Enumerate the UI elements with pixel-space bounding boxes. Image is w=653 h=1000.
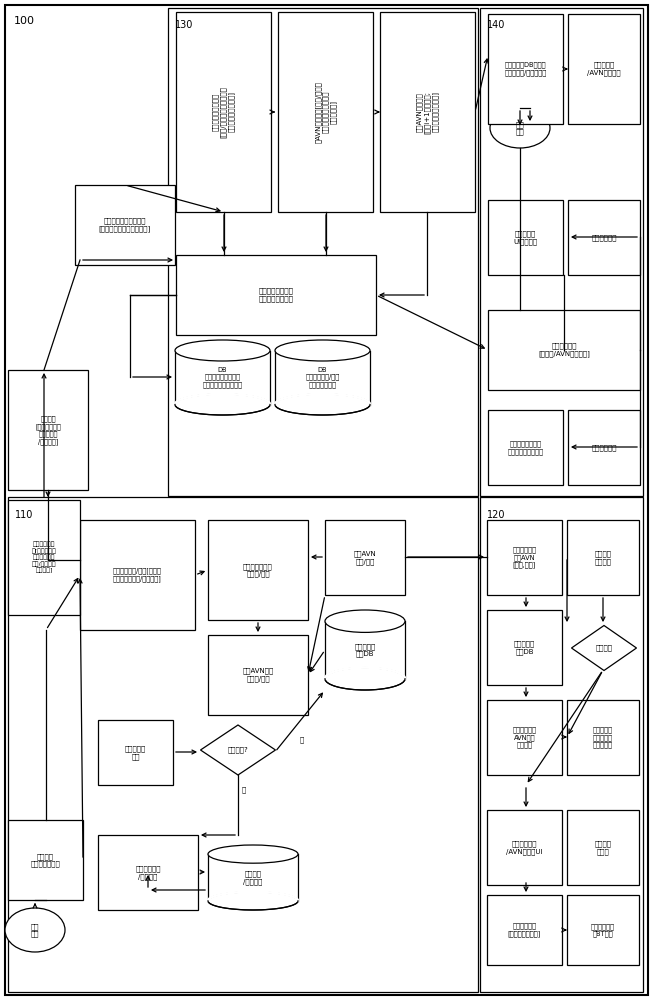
Text: 呈现信息: 呈现信息	[596, 645, 613, 651]
Text: 开始
授驾: 开始 授驾	[31, 923, 39, 937]
Bar	[480, 8, 643, 496]
Ellipse shape	[325, 668, 405, 690]
Text: 100: 100	[14, 16, 35, 26]
Bar	[487, 895, 562, 965]
Text: 创建权重
权重信息: 创建权重 权重信息	[594, 550, 611, 565]
Bar	[567, 520, 639, 595]
Bar	[487, 700, 562, 775]
Ellipse shape	[275, 340, 370, 361]
Bar	[487, 810, 562, 885]
Bar	[98, 835, 198, 910]
Text: 将显示信息映射到
播放样式配置文件: 将显示信息映射到 播放样式配置文件	[259, 288, 293, 302]
Text: 输入AVN
硬件/软键: 输入AVN 硬件/软键	[354, 550, 376, 565]
Polygon shape	[200, 725, 276, 775]
Bar	[325, 520, 405, 595]
Bar	[275, 351, 370, 404]
Text: 配置集成显示窗口
的窗口小部件主屏幕: 配置集成显示窗口 的窗口小部件主屏幕	[507, 440, 543, 455]
Bar	[488, 14, 563, 124]
Text: 完成仪表盘
/AVN操纵学习: 完成仪表盘 /AVN操纵学习	[587, 62, 621, 76]
Text: 用户设置
的权重: 用户设置 的权重	[594, 840, 611, 855]
Bar	[568, 200, 640, 275]
Bar	[488, 410, 563, 485]
Text: 获得AVN操纵
的项目/次数: 获得AVN操纵 的项目/次数	[242, 668, 274, 682]
Bar	[325, 621, 405, 679]
Bar	[176, 12, 271, 212]
Bar	[75, 185, 175, 265]
Text: 采集地图路线
/交通信息: 采集地图路线 /交通信息	[135, 865, 161, 880]
Text: 130: 130	[175, 20, 193, 30]
Bar	[8, 497, 478, 992]
Text: 显示菜单和
UI可变信息: 显示菜单和 UI可变信息	[513, 230, 537, 245]
Bar	[80, 520, 195, 630]
Bar	[208, 854, 298, 901]
Bar	[380, 12, 475, 212]
Text: 控制实时显示
[仪表盘/AVN集成屏幕]: 控制实时显示 [仪表盘/AVN集成屏幕]	[538, 343, 590, 357]
Text: 每个人驾驶
者的DB: 每个人驾驶 者的DB	[514, 640, 535, 655]
Text: 定制的仪表板
/AVN的屏幕UI: 定制的仪表板 /AVN的屏幕UI	[506, 840, 543, 855]
Bar	[488, 310, 640, 390]
Bar	[208, 635, 308, 715]
Bar	[487, 520, 562, 595]
Text: 决定仪表盘显示规格
[屏幕/符号、文本的大小、
显示周期和语音向导]: 决定仪表盘显示规格 [屏幕/符号、文本的大小、 显示周期和语音向导]	[212, 86, 234, 138]
Bar	[567, 810, 639, 885]
Text: 采集车辆
控制器的状态值: 采集车辆 控制器的状态值	[31, 853, 60, 867]
Bar	[8, 500, 80, 615]
Text: 路线改变?: 路线改变?	[228, 747, 248, 753]
Text: 创建换级样式配置文件
[每个周期行驶的累计平均]: 创建换级样式配置文件 [每个周期行驶的累计平均]	[99, 218, 151, 232]
Ellipse shape	[208, 845, 298, 863]
Bar	[487, 610, 562, 685]
Bar	[176, 255, 376, 335]
Text: 定AVN显示规格[屏幕/符号、
文本的大小、显示周期
和语音向导]: 定AVN显示规格[屏幕/符号、 文本的大小、显示周期 和语音向导]	[315, 81, 336, 143]
Bar	[568, 14, 640, 124]
Text: 否: 否	[242, 787, 246, 793]
Text: 110: 110	[15, 510, 33, 520]
Ellipse shape	[175, 340, 270, 361]
Bar	[8, 370, 88, 490]
Bar	[168, 8, 478, 496]
Bar	[98, 720, 173, 785]
Text: 地图链接
/节点数据: 地图链接 /节点数据	[244, 870, 263, 885]
Text: 通过移动网络
或BT传输: 通过移动网络 或BT传输	[591, 923, 615, 937]
Bar	[175, 351, 270, 404]
Ellipse shape	[325, 610, 405, 632]
Bar	[567, 700, 639, 775]
Text: 决定AVN显示规格
[创建i+1屏幕信息;
设置每个时间和路线]: 决定AVN显示规格 [创建i+1屏幕信息; 设置每个时间和路线]	[417, 91, 439, 133]
Text: DB
基于恒定速度加速和
减速的大小对内容分类: DB 基于恒定速度加速和 减速的大小对内容分类	[202, 367, 242, 388]
Text: 智能手机输入
[预先设置的菜单]: 智能手机输入 [预先设置的菜单]	[508, 923, 541, 937]
Text: 将用户信息输
入到AVN
[年龄,性别]: 将用户信息输 入到AVN [年龄,性别]	[513, 547, 537, 568]
Text: 完成语音向导: 完成语音向导	[591, 234, 616, 241]
Text: 反映在学习DB中当前
周期的显示/操纵的结果: 反映在学习DB中当前 周期的显示/操纵的结果	[504, 62, 547, 76]
Text: 学习驾驶信息/风格[加速和
减速模式，停止/行驶划分]: 学习驾驶信息/风格[加速和 减速模式，停止/行驶划分]	[113, 568, 162, 582]
Bar	[568, 410, 640, 485]
Bar	[278, 12, 373, 212]
Polygon shape	[571, 626, 637, 670]
Bar	[480, 497, 643, 992]
Text: 是: 是	[300, 737, 304, 743]
Ellipse shape	[5, 908, 65, 952]
Bar	[567, 895, 639, 965]
Ellipse shape	[275, 394, 370, 415]
Text: 140: 140	[487, 20, 505, 30]
Text: 120: 120	[487, 510, 505, 520]
Text: 结束
授驾: 结束 授驾	[516, 121, 524, 135]
Text: 输入仪表盘
键值: 输入仪表盘 键值	[125, 745, 146, 760]
Ellipse shape	[490, 108, 550, 148]
Text: DB
基于道路类型/驾驶
距离对内容分类: DB 基于道路类型/驾驶 距离对内容分类	[306, 367, 340, 388]
Ellipse shape	[208, 892, 298, 910]
Bar	[208, 520, 308, 620]
Bar	[488, 200, 563, 275]
Text: 创建每个驾
驶者的仪表
盘频率权重: 创建每个驾 驶者的仪表 盘频率权重	[593, 727, 613, 748]
Ellipse shape	[175, 394, 270, 415]
Text: 数据融合
[每个车辆速度
的项目时间
/操纵学习]: 数据融合 [每个车辆速度 的项目时间 /操纵学习]	[35, 415, 61, 445]
Bar	[8, 820, 83, 900]
Text: 获得仪表盘操纵
的项目/次数: 获得仪表盘操纵 的项目/次数	[243, 563, 273, 577]
Text: 每个路线权
重的DB: 每个路线权 重的DB	[355, 643, 375, 657]
Text: 每个驾驶者的
AVN操纵
频率权重: 每个驾驶者的 AVN操纵 频率权重	[513, 727, 537, 748]
Text: 完成语音向导: 完成语音向导	[591, 444, 616, 451]
Text: 使数据融合行
驶[每个车辆速
度的累计行驶
时间/操纵学习
的图形化]: 使数据融合行 驶[每个车辆速 度的累计行驶 时间/操纵学习 的图形化]	[31, 542, 56, 573]
